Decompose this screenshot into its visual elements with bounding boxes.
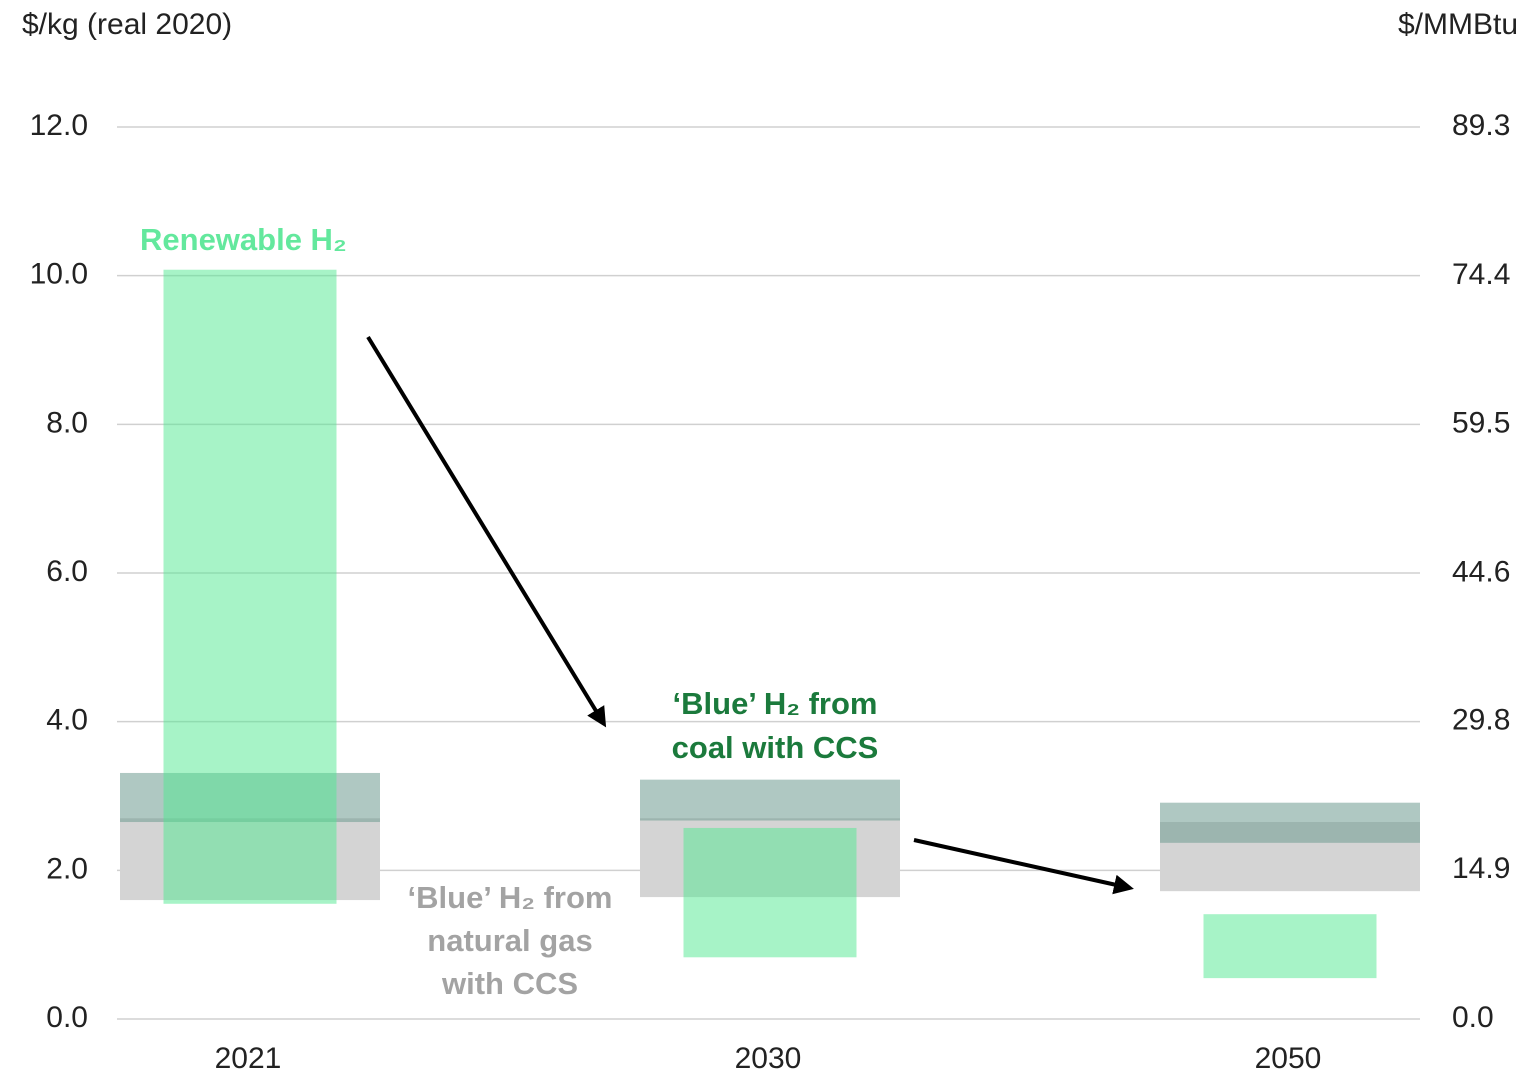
trend-arrow bbox=[913, 838, 1134, 895]
y-tick-label: 0.0 bbox=[46, 1001, 88, 1034]
series-annotation: Renewable H₂ bbox=[140, 222, 347, 257]
y-tick-label: 8.0 bbox=[46, 406, 88, 439]
renewable-range-bar bbox=[1203, 914, 1377, 979]
x-tick-label: 2030 bbox=[735, 1042, 802, 1075]
y2-tick-label: 0.0 bbox=[1452, 1001, 1494, 1034]
y-tick-label: 6.0 bbox=[46, 555, 88, 588]
y2-axis-label: $/MMBtu bbox=[1398, 8, 1518, 41]
series-annotation: ‘Blue’ H₂ from bbox=[673, 686, 878, 721]
series-annotation: natural gas bbox=[427, 923, 592, 958]
renewable-range-bar bbox=[163, 269, 337, 904]
y2-tick-label: 59.5 bbox=[1452, 407, 1510, 440]
series-annotation: coal with CCS bbox=[672, 730, 879, 765]
plot: 0.0 2.0 4.0 6.0 8.0 10.0 12.0 0.0 14.9 29.8 44.6 59… bbox=[30, 109, 1511, 1075]
coal-range-bar bbox=[1160, 802, 1420, 843]
series-annotation: ‘Blue’ H₂ from bbox=[408, 880, 613, 915]
renewable-range-bar bbox=[683, 827, 857, 958]
x-tick-label: 2050 bbox=[1255, 1042, 1322, 1075]
series-annotation: with CCS bbox=[441, 966, 578, 1001]
y-tick-label: 12.0 bbox=[30, 109, 88, 142]
trend-arrow bbox=[366, 335, 607, 728]
y-axis-label: $/kg (real 2020) bbox=[22, 8, 232, 41]
coal-range-bar bbox=[640, 779, 900, 821]
y2-tick-label: 89.3 bbox=[1452, 109, 1510, 142]
y-tick-label: 2.0 bbox=[46, 852, 88, 885]
y2-tick-label: 74.4 bbox=[1452, 258, 1510, 291]
x-tick-label: 2021 bbox=[215, 1042, 282, 1075]
y2-tick-label: 29.8 bbox=[1452, 703, 1510, 736]
y-tick-label: 4.0 bbox=[46, 704, 88, 737]
y2-tick-label: 44.6 bbox=[1452, 555, 1510, 588]
y-tick-label: 10.0 bbox=[30, 258, 88, 291]
y2-tick-label: 14.9 bbox=[1452, 852, 1510, 885]
